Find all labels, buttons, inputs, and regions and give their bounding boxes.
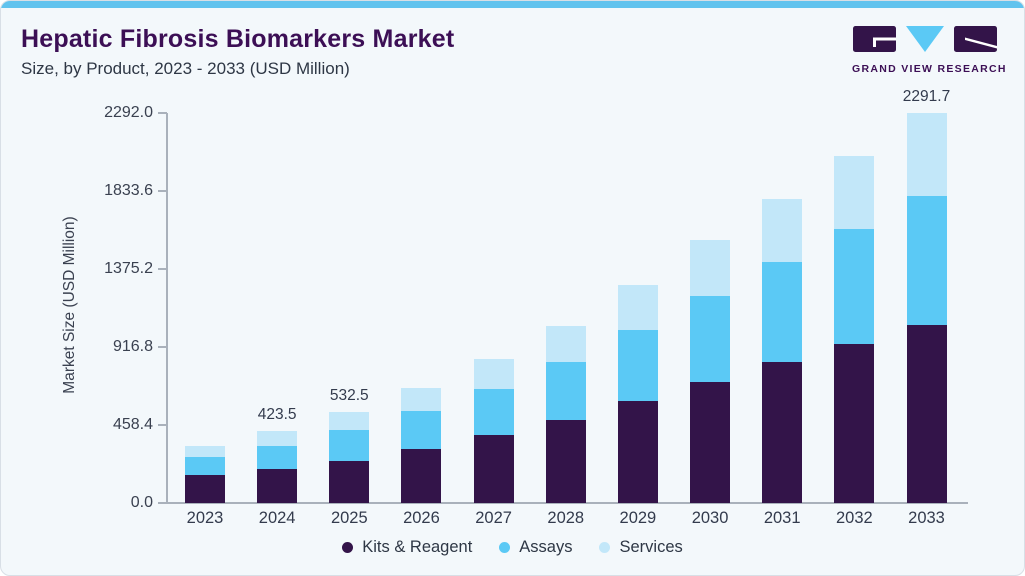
bar-segment-services-2031 (762, 198, 803, 263)
legend-item-assays: Assays (499, 538, 572, 557)
page-title: Hepatic Fibrosis Biomarkers Market (21, 25, 455, 53)
legend: Kits & Reagent Assays Services (1, 538, 1024, 557)
bar-segment-assays-2029 (617, 329, 658, 402)
gvr-logo-mark (853, 26, 997, 52)
y-tick-mark (158, 268, 167, 270)
y-axis-line (166, 113, 168, 503)
bar-2031 (762, 198, 803, 503)
gvr-logo-text: GRAND VIEW RESEARCH (852, 63, 1007, 75)
top-accent-bar (1, 1, 1024, 8)
bar-segment-services-2030 (690, 239, 731, 296)
x-tick-label-2024: 2024 (258, 509, 296, 527)
bar-segment-assays-2026 (401, 410, 442, 449)
bar-value-label-2033: 2291.7 (902, 88, 951, 106)
bar-segment-kits-reagent-2026 (401, 448, 442, 503)
bar-segment-services-2028 (545, 325, 586, 362)
y-tick-label: 916.8 (112, 337, 153, 355)
bar-2025 (329, 412, 370, 503)
bar-2032 (834, 155, 875, 503)
legend-swatch-services (599, 542, 611, 553)
y-tick-label: 1833.6 (104, 181, 153, 199)
x-tick-label-2028: 2028 (547, 509, 585, 527)
y-tick-label: 458.4 (112, 415, 153, 433)
bar-segment-assays-2025 (329, 430, 370, 461)
bar-2030 (690, 239, 731, 503)
y-tick-mark (158, 190, 167, 192)
x-tick-label-2026: 2026 (403, 509, 440, 527)
x-tick-label-2031: 2031 (763, 509, 801, 527)
bar-segment-assays-2031 (762, 262, 803, 363)
bar-segment-assays-2032 (834, 229, 875, 345)
bar-segment-services-2025 (329, 412, 370, 431)
x-tick-label-2033: 2033 (908, 509, 945, 527)
bar-segment-kits-reagent-2027 (473, 435, 514, 503)
bar-segment-services-2029 (617, 285, 658, 330)
bar-segment-kits-reagent-2033 (906, 325, 947, 503)
bar-value-label-2025: 532.5 (329, 387, 369, 405)
bar-value-label-2024: 423.5 (257, 405, 297, 423)
y-axis-title: Market Size (USD Million) (61, 216, 78, 394)
bar-2027 (473, 359, 514, 503)
bar-segment-assays-2033 (906, 196, 947, 326)
y-tick-mark (158, 112, 167, 114)
gvr-logo: GRAND VIEW RESEARCH (852, 26, 1007, 75)
bar-segment-kits-reagent-2025 (329, 460, 370, 503)
bar-2029 (617, 285, 658, 503)
y-tick-label: 2292.0 (104, 103, 153, 121)
x-tick-label-2027: 2027 (475, 509, 512, 527)
bar-segment-services-2024 (257, 430, 298, 446)
legend-swatch-assays (499, 542, 511, 553)
bar-segment-kits-reagent-2024 (257, 468, 298, 503)
x-tick-label-2032: 2032 (835, 509, 873, 527)
bar-segment-services-2027 (473, 359, 514, 389)
legend-label-kits-reagent: Kits & Reagent (362, 538, 473, 556)
bar-2024 (257, 430, 298, 503)
y-tick-label: 1375.2 (104, 259, 153, 277)
legend-swatch-kits-reagent (342, 542, 354, 553)
bar-segment-assays-2028 (545, 361, 586, 420)
bar-segment-kits-reagent-2029 (617, 401, 658, 503)
legend-item-services: Services (599, 538, 683, 557)
bar-segment-kits-reagent-2030 (690, 381, 731, 503)
bar-segment-assays-2023 (185, 457, 225, 476)
y-tick-mark (158, 346, 167, 348)
x-tick-label-2025: 2025 (330, 509, 368, 527)
x-tick-label-2029: 2029 (619, 509, 657, 527)
bar-segment-services-2033 (906, 113, 947, 197)
bar-segment-kits-reagent-2028 (545, 419, 586, 503)
legend-label-services: Services (619, 538, 683, 556)
bar-2023 (185, 445, 225, 503)
bar-segment-kits-reagent-2032 (834, 344, 875, 503)
bar-2026 (401, 388, 442, 503)
x-tick-label-2030: 2030 (691, 509, 729, 527)
legend-label-assays: Assays (519, 538, 573, 556)
y-tick-mark (158, 502, 167, 504)
bar-2028 (545, 325, 586, 503)
bar-segment-assays-2030 (690, 295, 731, 382)
y-tick-mark (158, 424, 167, 426)
legend-item-kits-reagent: Kits & Reagent (342, 538, 472, 557)
bar-segment-services-2026 (401, 388, 442, 411)
bar-segment-kits-reagent-2023 (185, 475, 225, 503)
y-tick-label: 0.0 (130, 493, 153, 511)
bar-segment-services-2032 (834, 155, 875, 230)
x-tick-label-2023: 2023 (186, 509, 224, 527)
bar-segment-kits-reagent-2031 (762, 362, 803, 503)
page-subtitle: Size, by Product, 2023 - 2033 (USD Milli… (21, 59, 350, 78)
bar-segment-assays-2024 (257, 445, 298, 469)
bar-segment-assays-2027 (473, 388, 514, 436)
bar-segment-services-2023 (185, 445, 225, 458)
bar-2033 (906, 113, 947, 503)
